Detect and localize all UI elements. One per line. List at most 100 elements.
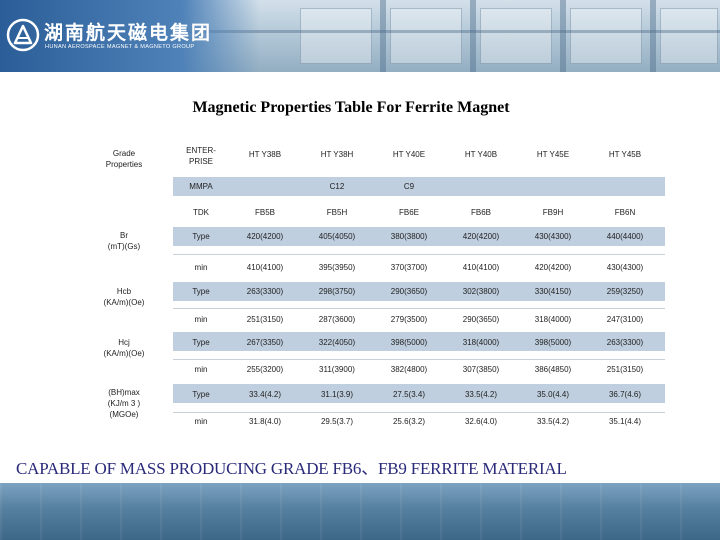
- type-value: 33.5(4.2): [464, 390, 498, 399]
- min-value: 247(3100): [606, 315, 644, 324]
- type-value: 420(4200): [462, 232, 500, 241]
- min-value: 410(4100): [246, 263, 284, 272]
- min-value: 279(3500): [390, 315, 428, 324]
- min-value: 251(3150): [246, 315, 284, 324]
- min-label: min: [194, 315, 208, 324]
- min-value: 287(3600): [318, 315, 356, 324]
- type-value: 36.7(4.6): [608, 390, 642, 399]
- min-value: 382(4800): [390, 365, 428, 374]
- corner-line1: Grade: [112, 149, 136, 158]
- property-label-br: Br (mT)(Gs): [85, 230, 163, 252]
- tdk-value: FB6N: [614, 208, 636, 217]
- enterprise-line2: PRISE: [188, 157, 213, 166]
- type-value: 398(5000): [390, 338, 428, 347]
- type-value: 35.0(4.4): [536, 390, 570, 399]
- type-label: Type: [192, 338, 210, 347]
- type-value: 298(3750): [318, 287, 356, 296]
- row-band-bh-type: [173, 384, 665, 403]
- property-name-line2: (KA/m)(Oe): [103, 298, 145, 307]
- mmpa-label: MMPA: [189, 182, 213, 191]
- steel-beam: [470, 0, 476, 72]
- steel-beam: [560, 0, 566, 72]
- min-value: 318(4000): [534, 315, 572, 324]
- property-name-line3: (MGOe): [109, 410, 139, 419]
- row-divider: [173, 412, 665, 413]
- type-value: 398(5000): [534, 338, 572, 347]
- min-label: min: [194, 263, 208, 272]
- company-name-cn: 湖南航天磁电集团: [44, 22, 213, 44]
- row-band-br-type: [173, 227, 665, 246]
- window-pane: [300, 8, 372, 64]
- steel-beam: [650, 0, 656, 72]
- corner-header: Grade Properties: [85, 148, 163, 170]
- enterprise-line1: ENTER-: [186, 146, 216, 155]
- min-value: 386(4850): [534, 365, 572, 374]
- type-label: Type: [192, 232, 210, 241]
- properties-table: Grade Properties ENTER- PRISE HT Y38B HT…: [85, 142, 665, 440]
- type-value: 290(3650): [390, 287, 428, 296]
- type-value: 267(3350): [246, 338, 284, 347]
- min-value: 33.5(4.2): [536, 417, 570, 426]
- window-pane: [480, 8, 552, 64]
- page-title: Magnetic Properties Table For Ferrite Ma…: [192, 99, 510, 116]
- min-value: 370(3700): [390, 263, 428, 272]
- min-value: 311(3900): [319, 365, 355, 374]
- window-pane: [660, 8, 718, 64]
- type-label: Type: [192, 390, 210, 399]
- min-label: min: [194, 417, 208, 426]
- type-value: 33.4(4.2): [248, 390, 282, 399]
- mmpa-value: C12: [329, 182, 345, 191]
- min-value: 430(4300): [606, 263, 644, 272]
- tdk-value: FB5B: [254, 208, 275, 217]
- row-band-hcb-type: [173, 282, 665, 301]
- property-name-line1: Hcb: [116, 287, 132, 296]
- property-label-bhmax: (BH)max (KJ/m 3 ) (MGOe): [85, 387, 163, 420]
- min-value: 251(3150): [606, 365, 644, 374]
- type-value: 263(3300): [606, 338, 644, 347]
- type-value: 405(4050): [318, 232, 356, 241]
- type-value: 380(3800): [390, 232, 428, 241]
- property-name-line2: (KJ/m 3 ): [107, 399, 141, 408]
- property-name-line2: (mT)(Gs): [107, 242, 141, 251]
- bottom-banner-texture: [0, 483, 720, 540]
- tdk-value: FB6E: [398, 208, 419, 217]
- grade-header: HT Y45B: [608, 150, 642, 159]
- header-banner: 湖南航天磁电集团 HUNAN AEROSPACE MAGNET & MAGNET…: [0, 0, 720, 72]
- type-value: 318(4000): [462, 338, 500, 347]
- enterprise-header: ENTER- PRISE: [173, 145, 229, 167]
- window-pane: [390, 8, 462, 64]
- type-value: 259(3250): [606, 287, 644, 296]
- type-value: 302(3800): [462, 287, 500, 296]
- type-value: 27.5(3.4): [392, 390, 426, 399]
- footer-statement: CAPABLE OF MASS PRODUCING GRADE FB6、FB9 …: [16, 459, 567, 478]
- grade-header: HT Y45E: [536, 150, 570, 159]
- min-value: 29.5(3.7): [320, 417, 354, 426]
- grade-header: HT Y40E: [392, 150, 426, 159]
- min-label: min: [194, 365, 208, 374]
- row-divider: [173, 254, 665, 255]
- type-value: 322(4050): [318, 338, 356, 347]
- bottom-banner: [0, 483, 720, 540]
- type-value: 31.1(3.9): [320, 390, 354, 399]
- row-band-hcj-type: [173, 332, 665, 351]
- steel-rail: [180, 30, 720, 33]
- type-value: 430(4300): [534, 232, 572, 241]
- property-label-hcb: Hcb (KA/m)(Oe): [85, 286, 163, 308]
- min-value: 31.8(4.0): [248, 417, 282, 426]
- corner-line2: Properties: [105, 160, 143, 169]
- tdk-value: FB9H: [542, 208, 564, 217]
- tdk-label: TDK: [193, 208, 209, 217]
- min-value: 307(3850): [462, 365, 500, 374]
- min-value: 25.6(3.2): [392, 417, 426, 426]
- min-value: 35.1(4.4): [608, 417, 642, 426]
- header-blue-band: [0, 0, 260, 72]
- row-band-mmpa: [173, 177, 665, 196]
- min-value: 32.6(4.0): [464, 417, 498, 426]
- min-value: 420(4200): [534, 263, 572, 272]
- property-name-line1: Br: [120, 231, 128, 240]
- min-value: 395(3950): [318, 263, 356, 272]
- type-value: 440(4400): [606, 232, 644, 241]
- row-divider: [173, 359, 665, 360]
- type-label: Type: [192, 287, 210, 296]
- type-value: 330(4150): [534, 287, 572, 296]
